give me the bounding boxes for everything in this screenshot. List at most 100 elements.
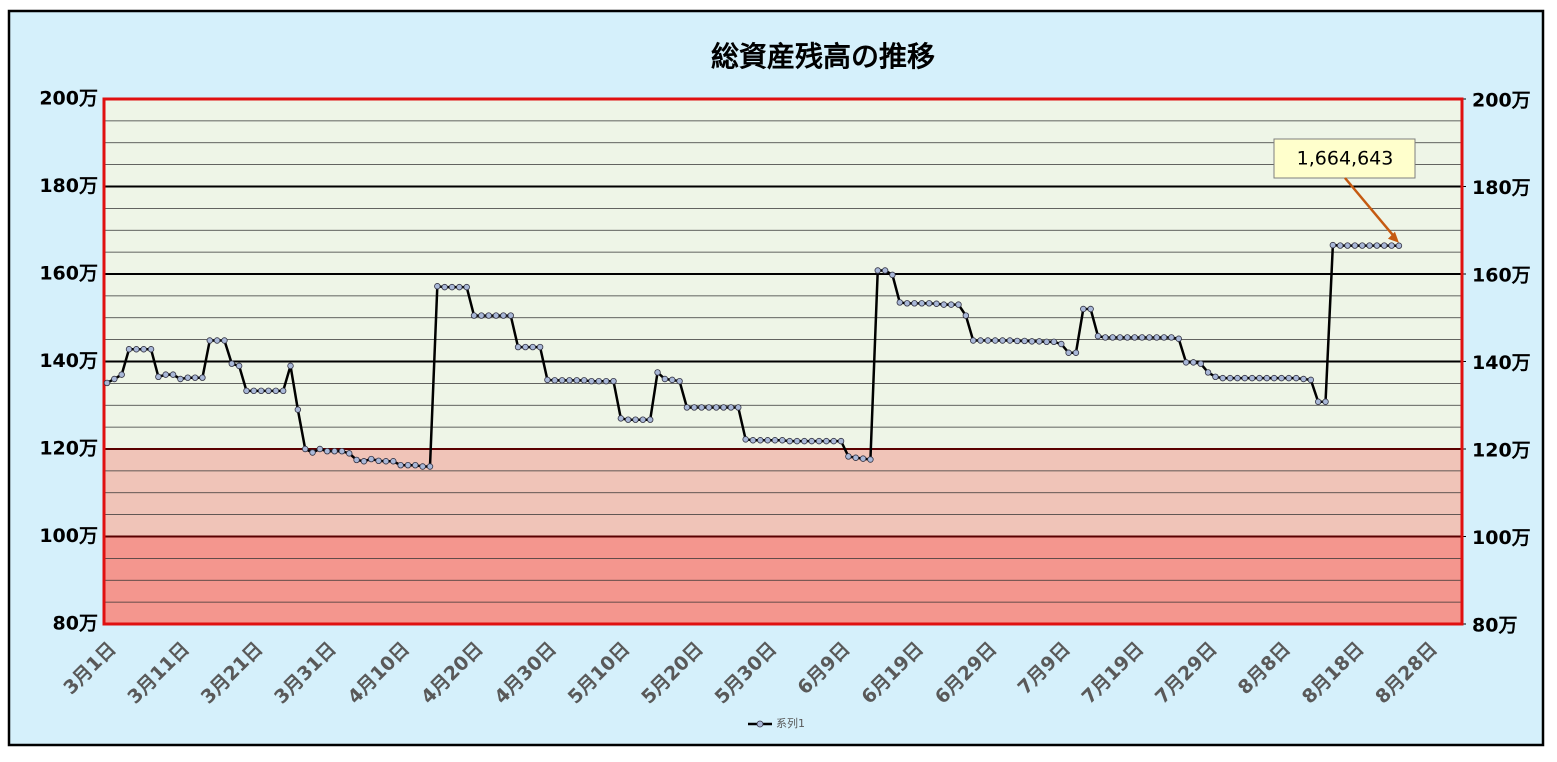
data-point — [346, 450, 353, 457]
data-point — [140, 346, 147, 353]
data-point — [823, 437, 830, 445]
data-point — [859, 455, 867, 462]
legend-label: 系列1 — [776, 716, 805, 730]
data-point — [918, 300, 925, 307]
data-point — [441, 283, 448, 291]
data-point — [147, 346, 155, 353]
data-point — [1373, 242, 1381, 249]
data-point — [1065, 349, 1072, 356]
data-point — [478, 312, 485, 319]
data-point — [654, 369, 661, 376]
data-point — [588, 377, 595, 385]
data-point — [162, 371, 169, 378]
data-point — [1043, 338, 1050, 346]
data-point — [874, 267, 881, 274]
data-point — [1270, 374, 1278, 382]
y2-tick-label: 180万 — [1472, 177, 1531, 199]
legend-marker — [756, 720, 764, 728]
data-point — [705, 404, 713, 411]
y-tick-label: 140万 — [39, 350, 98, 372]
data-point — [911, 300, 918, 307]
data-point — [235, 362, 243, 370]
data-point — [837, 437, 845, 445]
data-point — [1344, 242, 1351, 249]
data-point — [727, 404, 735, 411]
data-point — [272, 387, 280, 395]
data-point — [969, 337, 977, 344]
annotation-arrow — [1344, 177, 1397, 240]
data-point — [448, 283, 456, 291]
data-point — [1072, 349, 1080, 356]
data-point — [206, 337, 213, 344]
data-point — [125, 346, 133, 353]
annotation-label: 1,664,643 — [1297, 148, 1394, 170]
data-point — [1292, 374, 1300, 382]
data-point — [749, 437, 757, 444]
data-point — [933, 300, 940, 307]
data-point — [992, 337, 999, 344]
data-point — [133, 346, 140, 353]
data-point — [199, 374, 206, 381]
data-point — [786, 437, 793, 445]
data-point — [331, 447, 338, 455]
data-point — [1116, 334, 1124, 341]
data-point — [324, 447, 331, 455]
data-point — [1160, 334, 1168, 341]
data-point — [294, 406, 302, 413]
data-point — [390, 458, 397, 465]
data-point — [1234, 374, 1241, 382]
data-point — [1322, 398, 1329, 405]
data-point — [456, 283, 463, 291]
y-tick-label: 160万 — [39, 263, 98, 285]
data-point — [191, 374, 199, 381]
data-point — [691, 404, 698, 411]
data-point — [955, 301, 962, 308]
data-point — [1226, 374, 1234, 382]
data-point — [1109, 334, 1116, 341]
data-point — [463, 283, 470, 291]
data-point — [889, 271, 896, 279]
data-point — [632, 416, 639, 423]
data-point — [962, 312, 970, 319]
annotation-arrowhead — [1387, 231, 1399, 243]
data-point — [169, 371, 177, 378]
data-point — [536, 343, 544, 351]
data-point — [1359, 242, 1366, 249]
data-point — [1337, 242, 1344, 249]
data-point — [999, 337, 1006, 344]
data-point — [801, 437, 808, 445]
data-point — [896, 299, 903, 306]
data-point — [1197, 360, 1204, 367]
data-point — [1036, 338, 1043, 345]
data-point — [1388, 242, 1395, 249]
data-point — [580, 377, 588, 384]
data-point — [375, 457, 382, 465]
data-point — [419, 463, 426, 470]
data-point — [1263, 374, 1271, 382]
y-tick-label: 100万 — [39, 525, 98, 547]
data-point — [529, 343, 536, 351]
y-tick-label: 200万 — [39, 88, 98, 110]
data-point — [228, 360, 235, 367]
data-point — [338, 447, 346, 455]
data-point — [551, 377, 558, 384]
data-point — [1182, 359, 1190, 366]
data-point — [1028, 338, 1036, 345]
data-point — [309, 449, 316, 456]
y-tick-label: 180万 — [39, 175, 98, 197]
data-point — [243, 387, 250, 395]
data-point — [221, 337, 228, 344]
y2-tick-label: 80万 — [1472, 615, 1517, 637]
data-point — [771, 437, 779, 444]
data-point — [779, 437, 786, 444]
data-point — [1080, 305, 1087, 313]
data-point — [177, 375, 184, 383]
data-point — [1212, 373, 1219, 381]
data-point — [1381, 242, 1388, 249]
data-point — [867, 456, 874, 463]
data-point — [1190, 359, 1197, 366]
plot-border — [102, 97, 1464, 626]
data-point — [698, 404, 705, 411]
data-point — [661, 375, 669, 383]
